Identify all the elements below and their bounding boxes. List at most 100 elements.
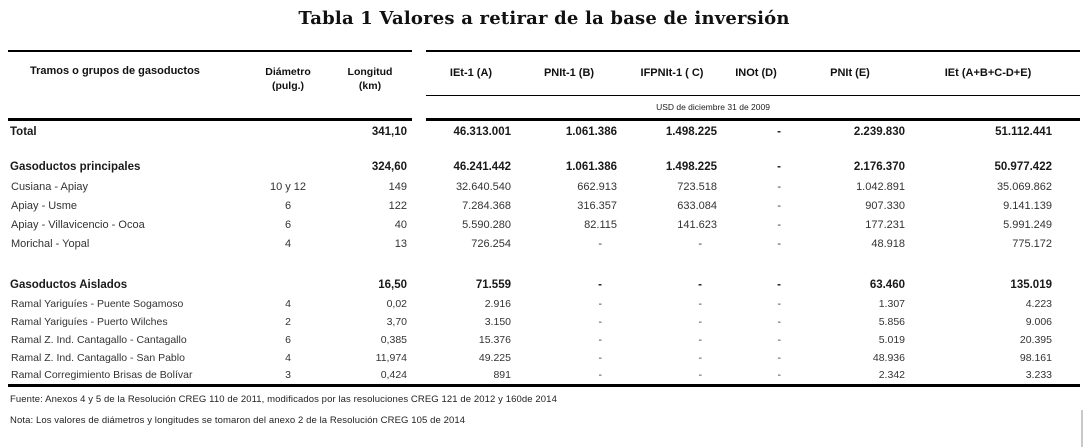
table-row: Ramal Z. Ind. Cantagallo - Cantagallo 6 0,… (8, 331, 1080, 349)
cell-long: 122 (388, 199, 407, 212)
cell-long: 11,974 (375, 352, 407, 364)
cell-name: Cusiana - Apiay (11, 180, 89, 193)
cell-e: 2.239.830 (853, 125, 905, 138)
footnote-fuente: Fuente: Anexos 4 y 5 de la Resolución CR… (10, 393, 557, 405)
column-gap (412, 51, 426, 119)
cell-b: 1.061.386 (565, 125, 617, 138)
cell-e: 5.856 (878, 316, 905, 328)
cell-diam (248, 119, 328, 143)
cell-d: - (777, 180, 781, 193)
column-gap (412, 349, 426, 367)
cell-a: 49.225 (478, 352, 511, 364)
header-longitud-label: Longitud (347, 66, 393, 78)
header-pnit: PNIt (E) (790, 50, 910, 96)
table-header: Tramos o grupos de gasoductos Diámetro (… (8, 50, 1080, 121)
cell-e: 1.307 (878, 298, 905, 310)
table-row: Ramal Yariguíes - Puente Sogamoso 4 0,02 2.… (8, 295, 1080, 313)
cell-a: 7.284.368 (462, 199, 511, 212)
table-row: Total 341,10 46.313.001 1.061.386 1.498.225 -… (8, 119, 1080, 143)
cell-f: 20.395 (1019, 334, 1052, 346)
cell-b: - (598, 279, 602, 291)
cell-long: 0,02 (386, 298, 407, 310)
cell-name: Total (10, 125, 37, 138)
cell-b: 316.357 (577, 199, 617, 212)
cell-a: 3.150 (484, 316, 511, 328)
page-edge-line (1081, 410, 1083, 447)
cell-c: 1.498.225 (665, 161, 717, 173)
cell-e: 1.042.891 (856, 180, 905, 193)
cell-e: 2.342 (878, 369, 905, 382)
cell-long: 16,50 (378, 279, 407, 291)
cell-f: 5.991.249 (1003, 218, 1052, 231)
cell-f: 4.223 (1025, 298, 1052, 310)
table-row: Gasoductos Aislados 16,50 71.559 - - - 63.460 1… (8, 275, 1080, 295)
cell-long: 0,424 (380, 369, 407, 382)
cell-d: - (777, 237, 781, 250)
cell-a: 32.640.540 (455, 180, 511, 193)
cell-d: - (777, 369, 782, 382)
cell-name: Ramal Z. Ind. Cantagallo - San Pablo (11, 352, 185, 364)
cell-a: 5.590.280 (462, 218, 511, 231)
footnote-nota: Nota: Los valores de diámetros y longitu… (10, 414, 466, 426)
cell-d: - (777, 334, 782, 346)
cell-long: 3,70 (386, 316, 407, 328)
cell-d: - (777, 199, 781, 212)
cell-diam (248, 157, 328, 177)
cell-d: - (777, 352, 782, 364)
header-inot: INOt (D) (722, 50, 790, 96)
cell-diam: 6 (285, 334, 291, 346)
cell-diam: 3 (285, 369, 291, 382)
cell-a: 2.916 (484, 298, 511, 310)
currency-subheader-row: USD de diciembre 31 de 2009 (8, 95, 1080, 121)
column-gap (412, 119, 426, 143)
header-iet1: IEt-1 (A) (426, 50, 516, 96)
spacer-cell (8, 253, 1080, 275)
page-title: Tabla 1 Valores a retirar de la base de … (298, 8, 790, 29)
cell-diam: 4 (284, 237, 292, 250)
cell-e: 63.460 (869, 279, 905, 291)
cell-long: 13 (394, 237, 407, 250)
header-longitud-unit: (km) (358, 80, 382, 92)
cell-e: 177.231 (865, 218, 905, 231)
cell-c: 141.623 (677, 218, 717, 231)
cell-name: Ramal Yariguíes - Puerto Wilches (11, 316, 168, 328)
cell-diam: 4 (285, 298, 291, 310)
cell-diam (248, 275, 328, 295)
cell-name: Apiay - Villavicencio - Ocoa (11, 218, 145, 231)
cell-d: - (777, 298, 782, 310)
cell-long: 341,10 (371, 125, 407, 138)
cell-c: - (698, 298, 703, 310)
cell-name: Gasoductos Aislados (10, 279, 128, 291)
header-diametro: Diámetro (pulg.) (248, 50, 328, 121)
cell-f: 35.069.862 (996, 180, 1052, 193)
cell-a: 15.376 (478, 334, 511, 346)
cell-d: - (777, 161, 781, 173)
table-row: Morichal - Yopal 4 13 726.254 - - - 48.918 775.1… (8, 234, 1080, 253)
cell-name: Ramal Yariguíes - Puente Sogamoso (11, 298, 184, 310)
cell-a: 891 (493, 369, 511, 382)
cell-b: - (598, 316, 603, 328)
cell-name: Ramal Corregimiento Brisas de Bolívar (11, 369, 193, 382)
cell-name: Apiay - Usme (11, 199, 78, 212)
cell-d: - (777, 316, 782, 328)
cell-name: Gasoductos principales (10, 161, 141, 173)
cell-a: 71.559 (475, 279, 511, 291)
header-ifpnit1: IFPNIt-1 ( C) (622, 50, 722, 96)
cell-e: 5.019 (878, 334, 905, 346)
cell-b: - (598, 352, 603, 364)
cell-e: 907.330 (865, 199, 905, 212)
cell-c: 1.498.225 (665, 125, 717, 138)
footnotes: Fuente: Anexos 4 y 5 de la Resolución CR… (10, 394, 1088, 426)
cell-a: 46.241.442 (453, 161, 511, 173)
spacer-row (8, 143, 1080, 157)
cell-name: Ramal Z. Ind. Cantagallo - Cantagallo (11, 334, 187, 346)
header-pnit1: PNIt-1 (B) (516, 50, 622, 96)
header-diametro-label: Diámetro (265, 66, 311, 78)
table-row: Gasoductos principales 324,60 46.241.442 1.… (8, 157, 1080, 177)
cell-f: 51.112.441 (995, 125, 1052, 138)
cell-c: - (698, 352, 703, 364)
cell-b: - (598, 298, 603, 310)
subheader-empty-right (910, 95, 1080, 121)
cell-b: - (598, 369, 603, 382)
column-gap (412, 215, 426, 234)
